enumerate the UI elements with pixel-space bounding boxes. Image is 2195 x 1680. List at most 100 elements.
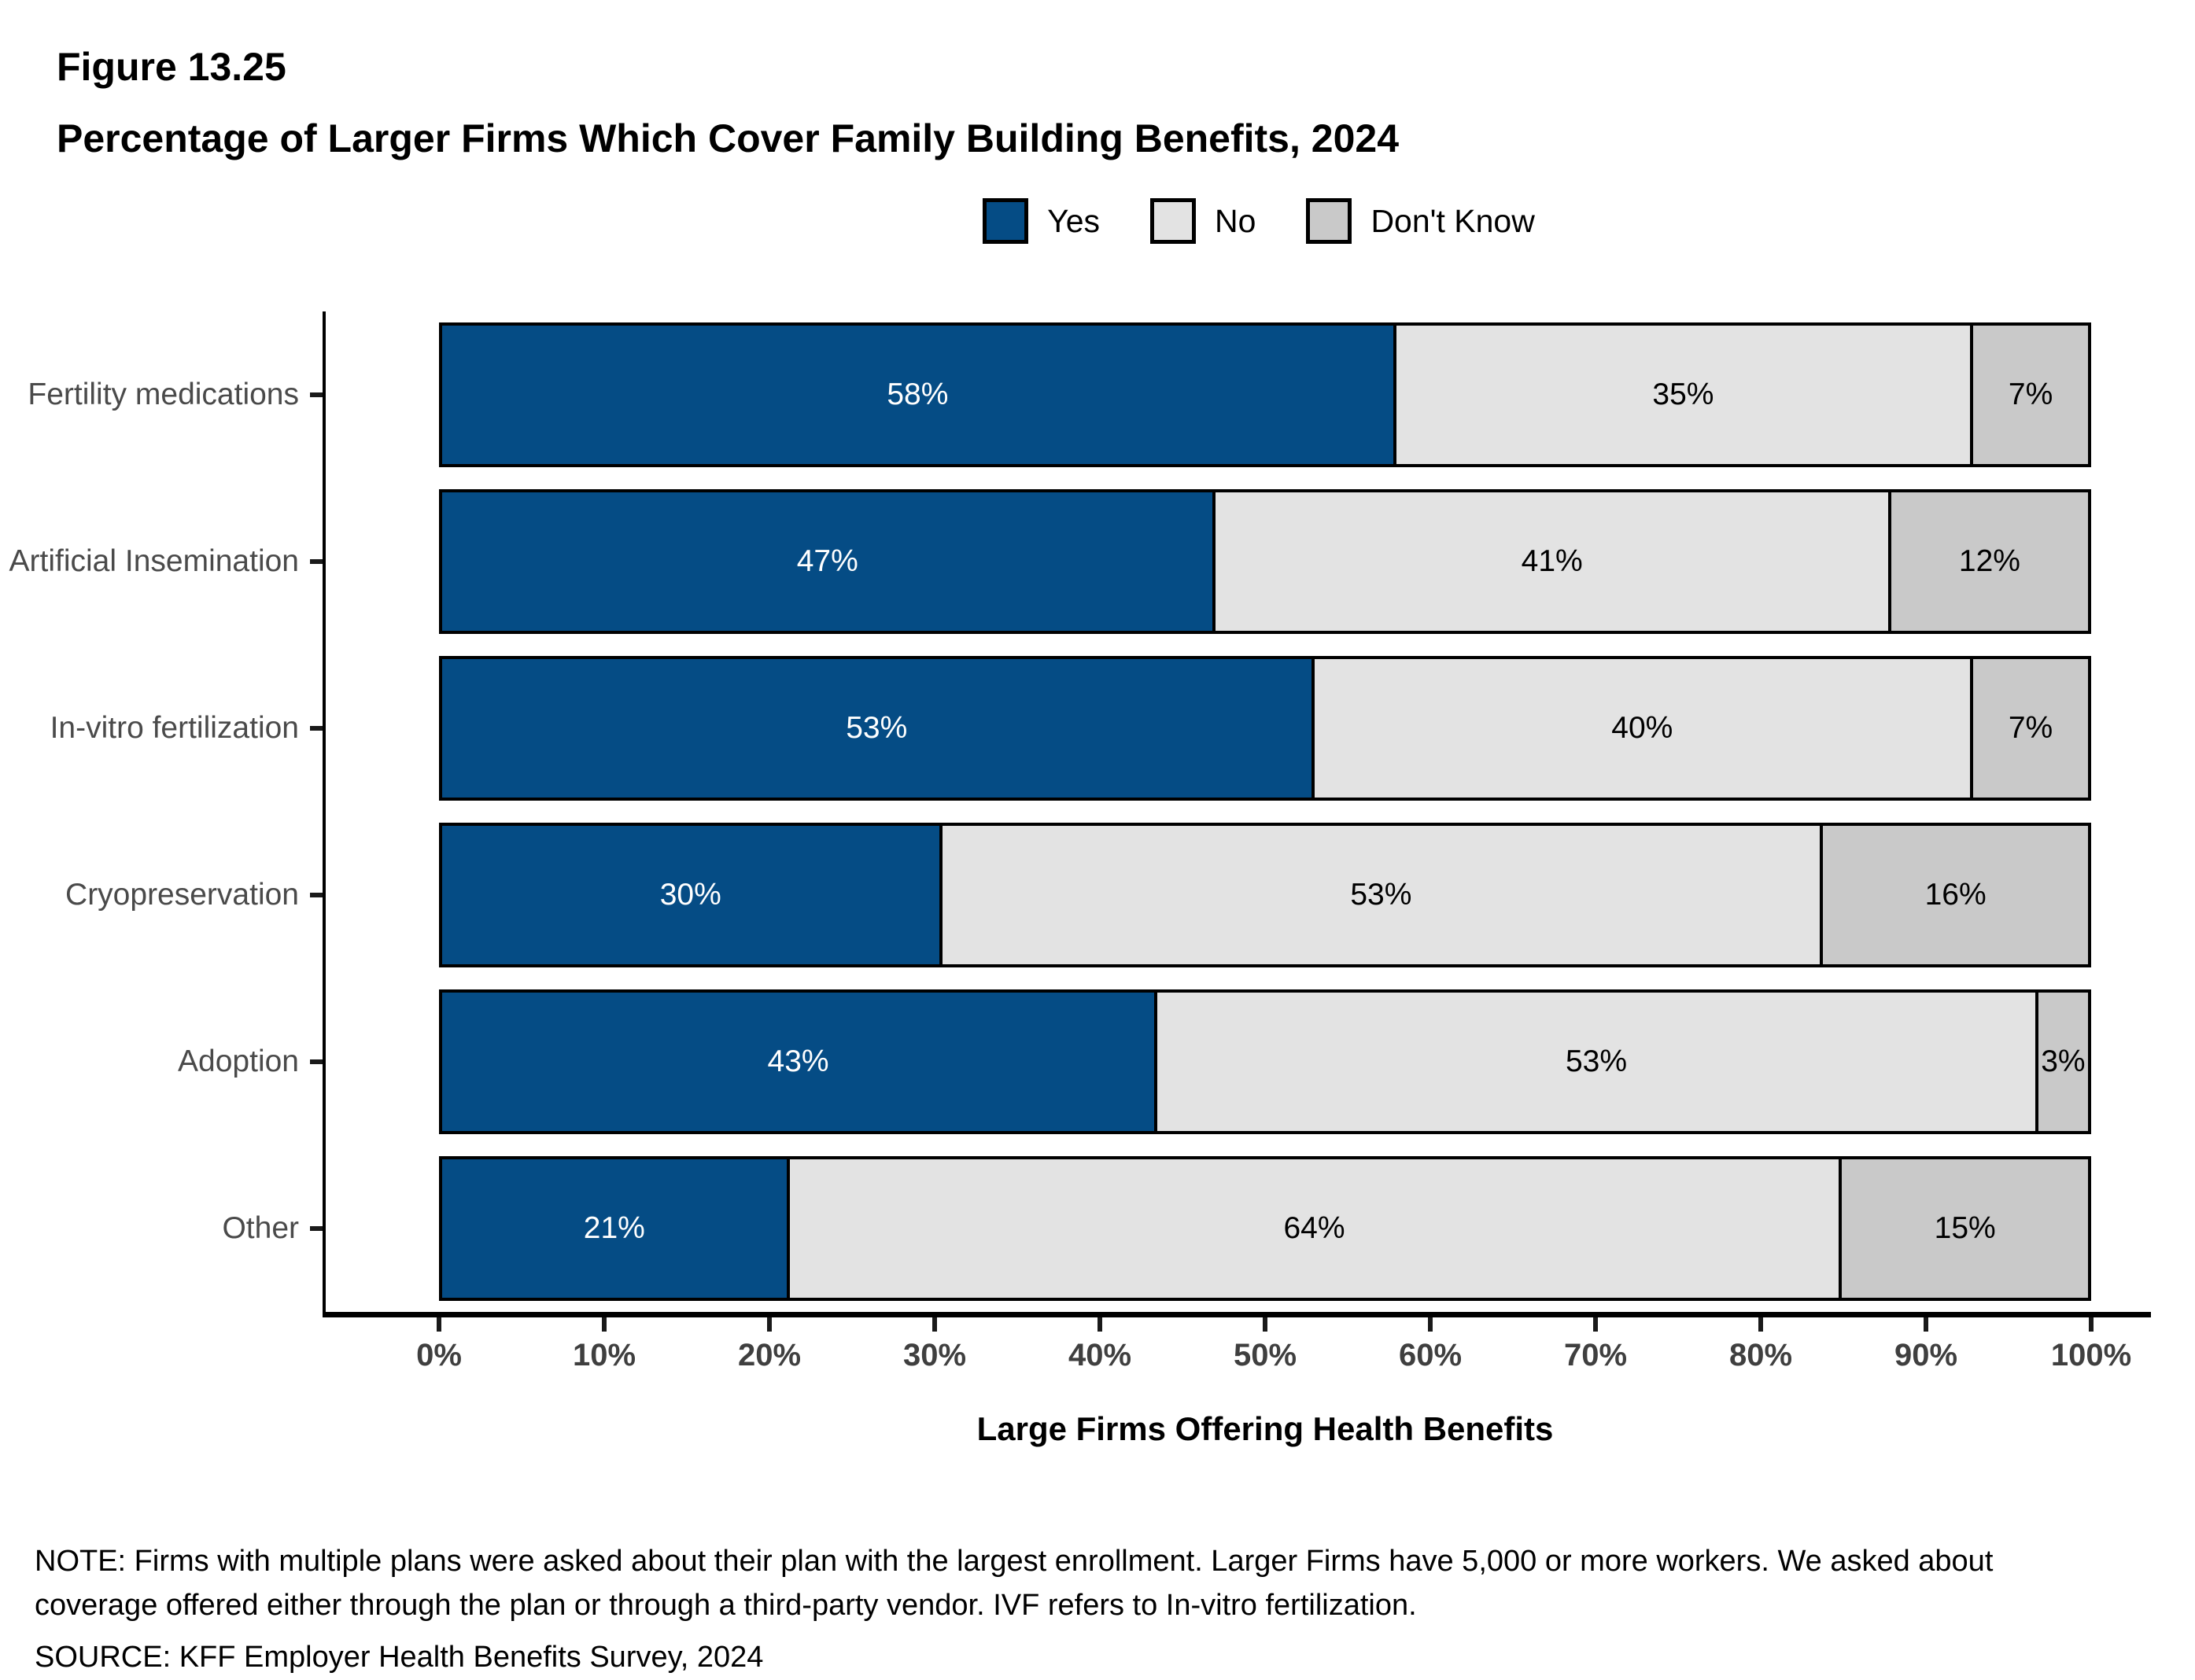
bar-segment-no: 41% — [1216, 492, 1891, 631]
x-tick-mark — [1758, 1317, 1763, 1332]
bars-region: 58% 35% 7% 47% 41% 12% 53% 40% 7% 30% 53% 16% 43% 53%… — [439, 311, 2091, 1312]
value-label: 35% — [1652, 378, 1714, 411]
y-tick-mark — [310, 1059, 323, 1064]
value-label: 7% — [2008, 378, 2053, 411]
x-tick-label: 40% — [1068, 1338, 1132, 1372]
value-label: 43% — [767, 1044, 829, 1078]
x-tick-label: 10% — [572, 1338, 636, 1372]
value-label: 15% — [1934, 1211, 1996, 1245]
legend-swatch-no-icon — [1150, 198, 1197, 244]
x-tick-mark — [1924, 1317, 1928, 1332]
chart-area: Fertility medications Artificial Insemina… — [0, 311, 2195, 1448]
x-tick-label: 50% — [1233, 1338, 1297, 1372]
bar-row: 53% 40% 7% — [439, 656, 2091, 801]
bar-row: 21% 64% 15% — [439, 1156, 2091, 1301]
bar-segment-don-t-know: 12% — [1891, 492, 2088, 631]
source-text: SOURCE: KFF Employer Health Benefits Sur… — [35, 1641, 764, 1674]
bar-band-cryopreservation: 30% 53% 16% — [439, 812, 2091, 978]
plot-panel: 58% 35% 7% 47% 41% 12% 53% 40% 7% 30% 53% 16% 43% 53%… — [323, 311, 2151, 1317]
bar-row: 58% 35% 7% — [439, 322, 2091, 467]
legend-label: Don't Know — [1370, 202, 1535, 239]
value-label: 21% — [583, 1211, 645, 1245]
value-label: 53% — [1350, 878, 1412, 912]
x-tick-mark — [2089, 1317, 2094, 1332]
x-axis-ticks: 0% 10% 20% 30% 40% 50% 60% 70% 80% 90% 100% — [416, 1317, 2131, 1372]
y-axis-labels: Fertility medications Artificial Insemina… — [0, 311, 323, 1448]
x-tick-mark — [932, 1317, 937, 1332]
y-axis-label-cryopreservation: Cryopreservation — [0, 812, 323, 978]
x-tick-label: 20% — [737, 1338, 802, 1372]
y-axis-label-in-vitro-fertilization: In-vitro fertilization — [0, 645, 323, 812]
value-label: 30% — [659, 878, 721, 912]
bar-segment-no: 53% — [942, 826, 1824, 964]
x-tick-label: 0% — [416, 1338, 462, 1372]
y-axis-label-artificial-insemination: Artificial Insemination — [0, 478, 323, 645]
bar-segment-yes: 21% — [442, 1159, 790, 1298]
bar-segment-no: 64% — [789, 1159, 1843, 1298]
value-label: 12% — [1958, 544, 2020, 578]
notes-block: NOTE: Firms with multiple plans were ask… — [35, 1539, 2148, 1680]
figure-title: Percentage of Larger Firms Which Cover F… — [57, 116, 1400, 160]
legend-label: No — [1215, 202, 1256, 239]
x-tick-label: 60% — [1398, 1338, 1463, 1372]
title-block: Figure 13.25 Percentage of Larger Firms … — [0, 0, 2195, 160]
value-label: 53% — [846, 711, 908, 745]
bar-row: 43% 53% 3% — [439, 989, 2091, 1134]
x-tick-mark — [1593, 1317, 1598, 1332]
y-axis-label-other: Other — [0, 1145, 323, 1312]
legend-item-don-t-know: Don't Know — [1306, 198, 1535, 244]
bar-band-artificial-insemination: 47% 41% 12% — [439, 478, 2091, 645]
y-tick-mark — [310, 893, 323, 897]
y-axis-label-text: Adoption — [178, 1044, 299, 1078]
y-tick-mark — [310, 559, 323, 564]
x-axis-title: Large Firms Offering Health Benefits — [976, 1410, 1554, 1447]
value-label: 40% — [1611, 711, 1673, 745]
bar-segment-don-t-know: 3% — [2038, 993, 2088, 1131]
value-label: 58% — [887, 378, 949, 411]
y-tick-mark — [310, 1226, 323, 1231]
value-label: 64% — [1283, 1211, 1345, 1245]
legend-item-yes: Yes — [983, 198, 1100, 244]
bar-segment-don-t-know: 7% — [1973, 659, 2088, 798]
bar-segment-don-t-know: 16% — [1823, 826, 2088, 964]
plot-panel-column: 58% 35% 7% 47% 41% 12% 53% 40% 7% 30% 53% 16% 43% 53%… — [323, 311, 2195, 1448]
y-axis-label-text: In-vitro fertilization — [50, 711, 299, 745]
bar-band-adoption: 43% 53% 3% — [439, 978, 2091, 1145]
bar-segment-no: 53% — [1157, 993, 2038, 1131]
bar-segment-no: 40% — [1314, 659, 1974, 798]
bar-segment-no: 35% — [1396, 326, 1974, 464]
bar-row: 30% 53% 16% — [439, 823, 2091, 967]
x-tick-mark — [1428, 1317, 1433, 1332]
bar-segment-don-t-know: 15% — [1842, 1159, 2088, 1298]
x-tick-label: 70% — [1563, 1338, 1628, 1372]
bar-row: 47% 41% 12% — [439, 489, 2091, 634]
x-tick-mark — [602, 1317, 607, 1332]
bar-band-other: 21% 64% 15% — [439, 1145, 2091, 1312]
y-tick-mark — [310, 392, 323, 397]
y-axis-label-text: Other — [222, 1211, 299, 1245]
x-axis: 0% 10% 20% 30% 40% 50% 60% 70% 80% 90% 100% — [323, 1317, 2195, 1372]
x-tick-label: 80% — [1728, 1338, 1793, 1372]
y-axis-label-fertility-medications: Fertility medications — [0, 311, 323, 478]
value-label: 16% — [1924, 878, 1987, 912]
bar-segment-yes: 58% — [442, 326, 1396, 464]
x-tick-mark — [437, 1317, 441, 1332]
bar-band-in-vitro-fertilization: 53% 40% 7% — [439, 645, 2091, 812]
x-tick-label: 30% — [902, 1338, 967, 1372]
bar-band-fertility-medications: 58% 35% 7% — [439, 311, 2091, 478]
bar-segment-don-t-know: 7% — [1973, 326, 2088, 464]
x-tick-mark — [1263, 1317, 1267, 1332]
value-label: 47% — [796, 544, 858, 578]
value-label: 7% — [2008, 711, 2053, 745]
legend: Yes No Don't Know — [323, 195, 2195, 247]
value-label: 53% — [1565, 1044, 1628, 1078]
x-tick-mark — [767, 1317, 772, 1332]
legend-label: Yes — [1047, 202, 1101, 239]
y-axis-label-adoption: Adoption — [0, 978, 323, 1145]
bar-segment-yes: 30% — [442, 826, 943, 964]
legend-item-no: No — [1150, 198, 1256, 244]
x-tick-label: 100% — [2050, 1338, 2132, 1372]
bar-segment-yes: 47% — [442, 492, 1216, 631]
value-label: 41% — [1521, 544, 1583, 578]
